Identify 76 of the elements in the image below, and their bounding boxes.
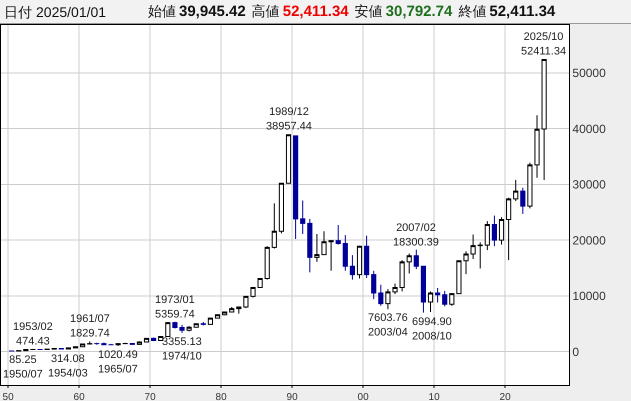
annotation: 6994.90 2008/10 <box>412 316 452 342</box>
candlestick <box>400 260 405 292</box>
x-tick-label: 60 <box>74 392 86 401</box>
y-tick-label: 40000 <box>572 122 606 136</box>
candlestick <box>513 179 518 202</box>
annotation: 7603.76 2003/04 <box>368 312 408 338</box>
annotation: 1953/02 474.43 <box>13 321 53 348</box>
text: 安値 30,792.74 <box>354 3 452 20</box>
candlestick <box>356 245 362 280</box>
annotation: 85.25 1950/07 <box>3 354 43 380</box>
text: 高値 52,411.34 <box>252 3 349 20</box>
candlestick <box>186 326 192 332</box>
candlestick <box>442 290 448 307</box>
text: 日付 2025/01/01 <box>4 4 106 20</box>
y-tick-label: 20000 <box>572 233 606 248</box>
annotation: 2007/02 18300.39 <box>393 222 439 248</box>
candlestick <box>420 266 426 314</box>
candlestick <box>286 134 292 184</box>
annotation: 1961/07 1829.74 <box>70 313 110 340</box>
candlestick <box>385 288 390 310</box>
x-tick-label: 10 <box>428 392 440 401</box>
candlestick <box>200 322 206 326</box>
candlestick <box>527 162 532 209</box>
x-tick-label: 80 <box>216 392 228 401</box>
annotation: 2025/10 52411.34 <box>521 31 566 58</box>
candlestick <box>321 230 327 256</box>
candlestick <box>328 240 334 272</box>
annotation: 3355.13 1974/10 <box>162 336 202 362</box>
candlestick <box>364 235 370 278</box>
candlestick <box>414 249 419 270</box>
candlestick <box>470 234 476 260</box>
annotation: 314.08 1954/03 <box>48 353 88 380</box>
candlestick <box>144 338 150 343</box>
annotation: 1973/01 5359.74 <box>155 294 195 320</box>
candlestick <box>87 340 92 346</box>
candlestick <box>498 216 504 246</box>
candlestick <box>534 114 540 178</box>
candlestick <box>179 324 185 334</box>
x-tick-label: 70 <box>144 392 156 401</box>
candlestick <box>492 215 497 247</box>
candlestick <box>542 58 547 180</box>
candlestick <box>506 197 512 261</box>
candlestick <box>456 260 462 294</box>
x-tick-label: 00 <box>358 392 370 401</box>
candlestick <box>392 283 398 295</box>
candlestick <box>463 250 469 275</box>
candlestick <box>449 293 454 306</box>
candlestick <box>116 343 121 346</box>
y-tick-label: 50000 <box>572 66 606 80</box>
candlestick <box>172 321 178 330</box>
y-tick-label: 0 <box>572 344 580 359</box>
candlestick <box>258 278 263 288</box>
candlestick <box>250 286 256 298</box>
y-tick-label: 30000 <box>572 178 606 192</box>
candlestick <box>406 252 412 274</box>
annotation: 1020.49 1965/07 <box>98 349 138 376</box>
candlestick <box>278 182 284 234</box>
annotation: 1989/12 38957.44 <box>266 106 312 132</box>
candlestick <box>94 342 100 346</box>
y-tick-label: 10000 <box>572 289 606 304</box>
x-tick-label: 50 <box>2 392 14 401</box>
candlestick <box>350 254 355 280</box>
candlestick <box>428 290 434 312</box>
candlestick <box>520 187 526 214</box>
candlestick <box>435 288 440 304</box>
candlestick <box>136 340 142 345</box>
text: 終値 52,411.34 <box>458 3 556 20</box>
x-tick-label: 20 <box>500 392 512 401</box>
candlestick <box>293 135 298 240</box>
x-tick-label: 90 <box>286 392 298 401</box>
candlestick <box>222 310 228 316</box>
candlestick <box>243 296 248 309</box>
text: 始値 39,945.42 <box>148 3 246 20</box>
candlestick <box>314 233 320 262</box>
candlestick <box>208 318 213 325</box>
candlestick <box>130 342 135 346</box>
